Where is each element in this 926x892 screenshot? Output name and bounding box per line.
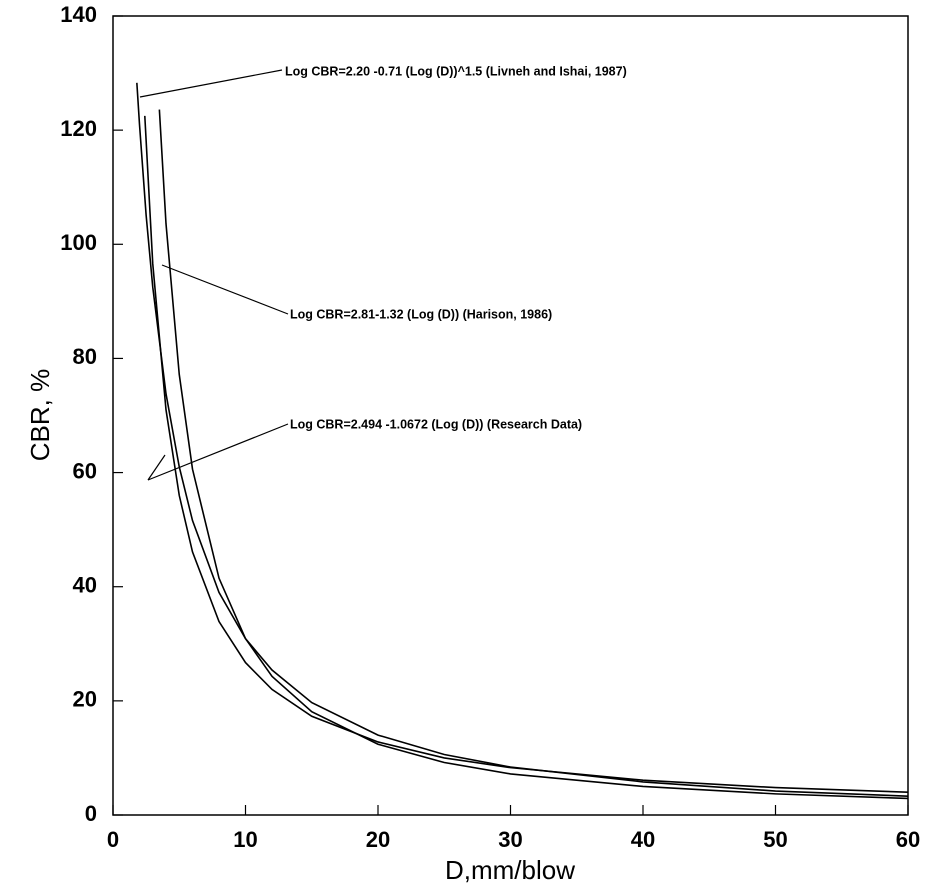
x-tick-label: 40 <box>631 827 655 852</box>
x-tick-label: 30 <box>498 827 522 852</box>
y-tick-label: 40 <box>73 573 97 598</box>
annotation: Log CBR=2.494 -1.0672 (Log (D)) (Researc… <box>290 417 582 431</box>
leader-line <box>147 454 166 481</box>
y-tick-label: 0 <box>85 801 97 826</box>
series-line <box>144 115 909 793</box>
x-tick-label: 60 <box>896 827 920 852</box>
leader-line <box>147 423 289 481</box>
series-line <box>158 109 909 800</box>
y-tick-label: 140 <box>60 2 97 27</box>
y-tick-label: 120 <box>60 116 97 141</box>
annotation: Log CBR=2.81-1.32 (Log (D)) (Harison, 19… <box>290 307 552 321</box>
leader-line <box>161 264 289 315</box>
x-axis-title: D,mm/blow <box>445 855 575 885</box>
leader-line <box>139 69 283 98</box>
series-line <box>136 82 909 797</box>
plot-frame <box>112 15 909 816</box>
y-tick-label: 80 <box>73 344 97 369</box>
x-tick-label: 50 <box>763 827 787 852</box>
annotation: Log CBR=2.20 -0.71 (Log (D))^1.5 (Livneh… <box>285 64 627 78</box>
y-tick-label: 20 <box>73 687 97 712</box>
x-tick-label: 20 <box>366 827 390 852</box>
annotation-leaders <box>139 69 289 481</box>
y-tick-label: 100 <box>60 230 97 255</box>
x-tick-label: 10 <box>233 827 257 852</box>
y-tick-label: 60 <box>73 458 97 483</box>
x-tick-label: 0 <box>107 827 119 852</box>
y-axis-title: CBR, % <box>25 369 55 461</box>
